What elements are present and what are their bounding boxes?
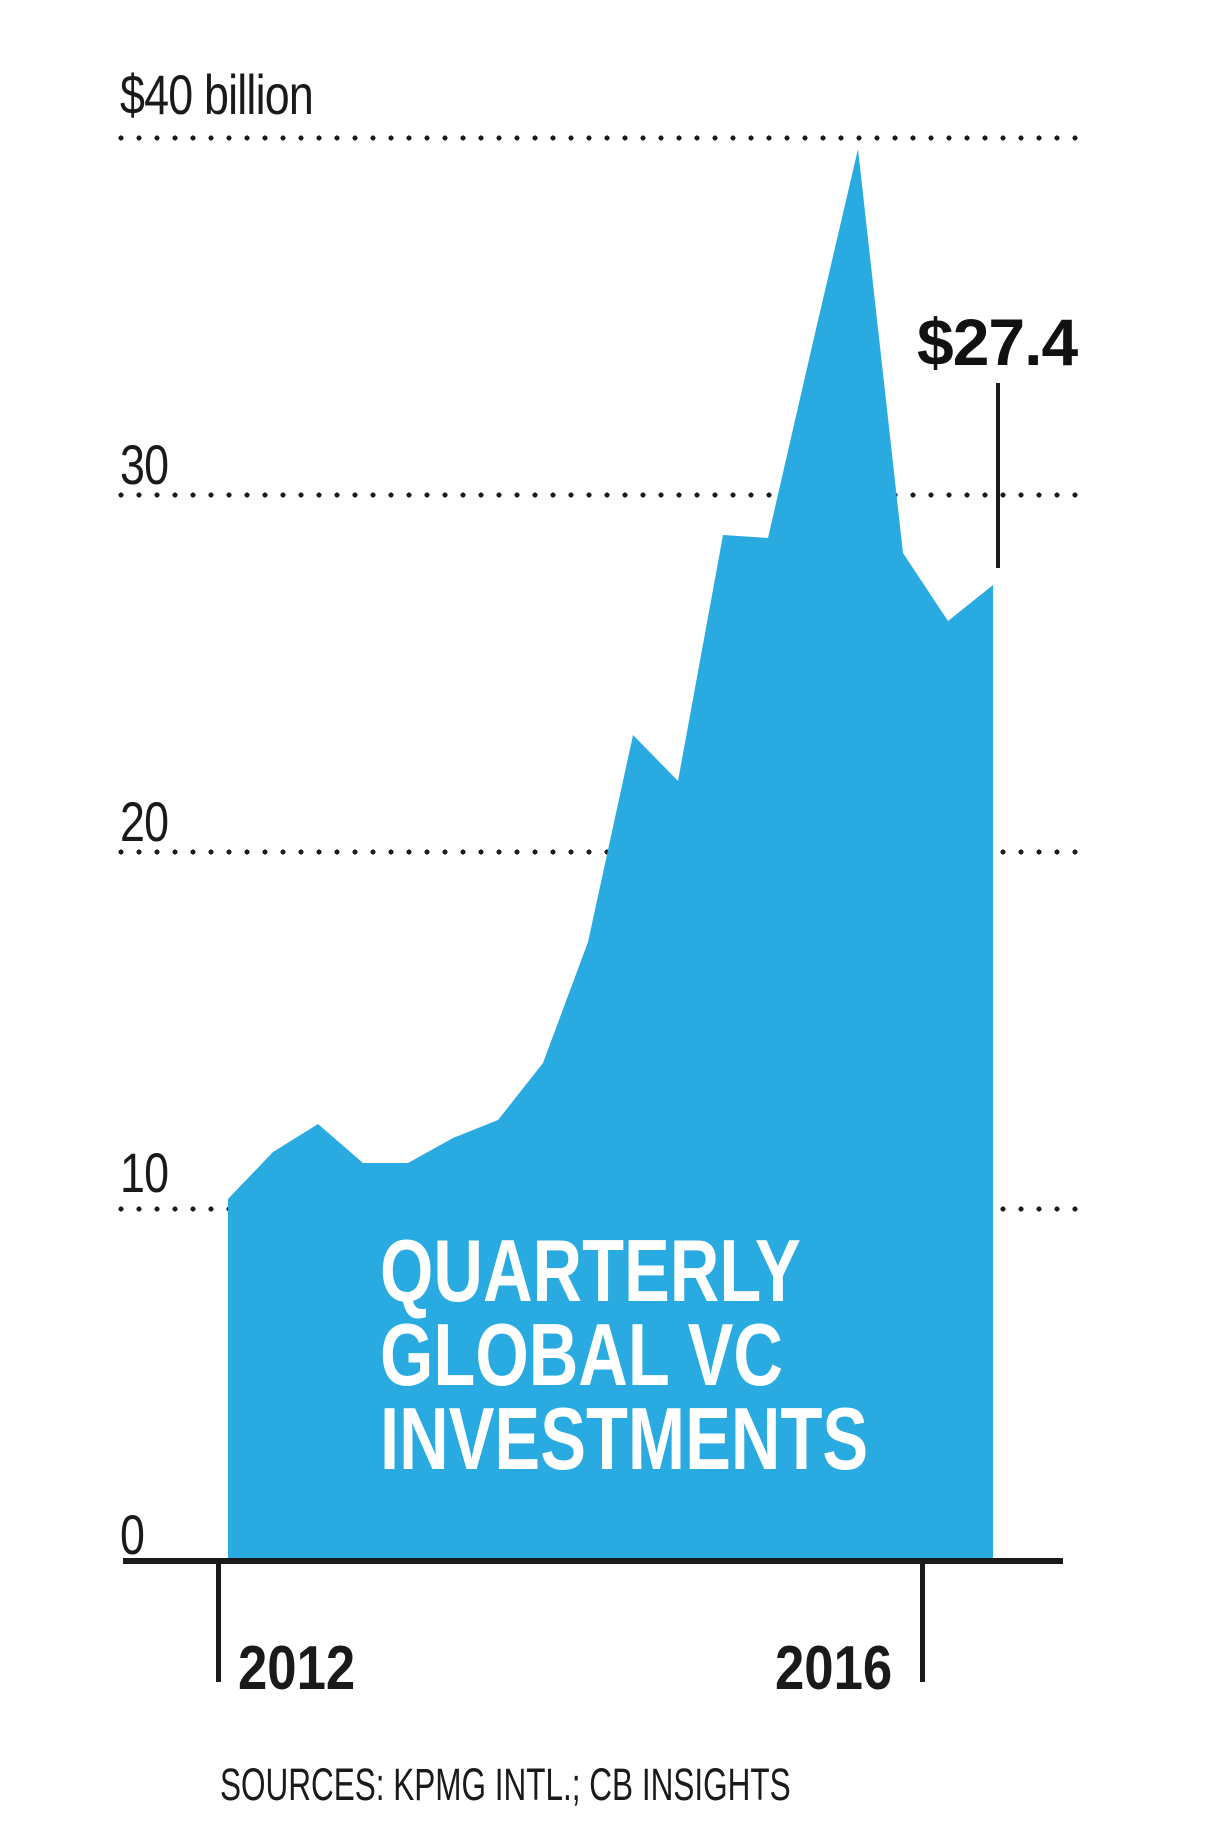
y-tick-label-30: 30	[120, 433, 169, 496]
y-tick-label-40: $40 billion	[120, 63, 314, 126]
y-tick-label-0: 0	[120, 1503, 145, 1566]
y-tick-label-20: 20	[120, 790, 169, 853]
gridline-20	[112, 849, 1080, 855]
vc-investments-area	[228, 149, 993, 1563]
x-tick-label-2012: 2012	[238, 1634, 356, 1703]
chart-title-line-2: GLOBAL VC	[380, 1305, 783, 1404]
chart-title-line-1: QUARTERLY	[380, 1221, 801, 1320]
latest-value-pointer-line	[996, 383, 1000, 568]
chart-title-line-3: INVESTMENTS	[380, 1389, 869, 1488]
sources-credit: SOURCES: KPMG INTL.; CB INSIGHTS	[220, 1759, 791, 1810]
x-axis-tick-2016	[920, 1560, 925, 1682]
chart-title: QUARTERLY GLOBAL VC INVESTMENTS	[380, 1221, 869, 1488]
gridline-40	[112, 135, 1080, 141]
gridline-30	[112, 492, 1080, 498]
x-axis-line	[123, 1558, 1063, 1564]
x-tick-label-2016: 2016	[775, 1634, 893, 1703]
y-tick-label-10: 10	[120, 1141, 169, 1204]
x-axis-tick-2012	[216, 1560, 221, 1682]
latest-value-label: $27.4	[917, 305, 1078, 379]
